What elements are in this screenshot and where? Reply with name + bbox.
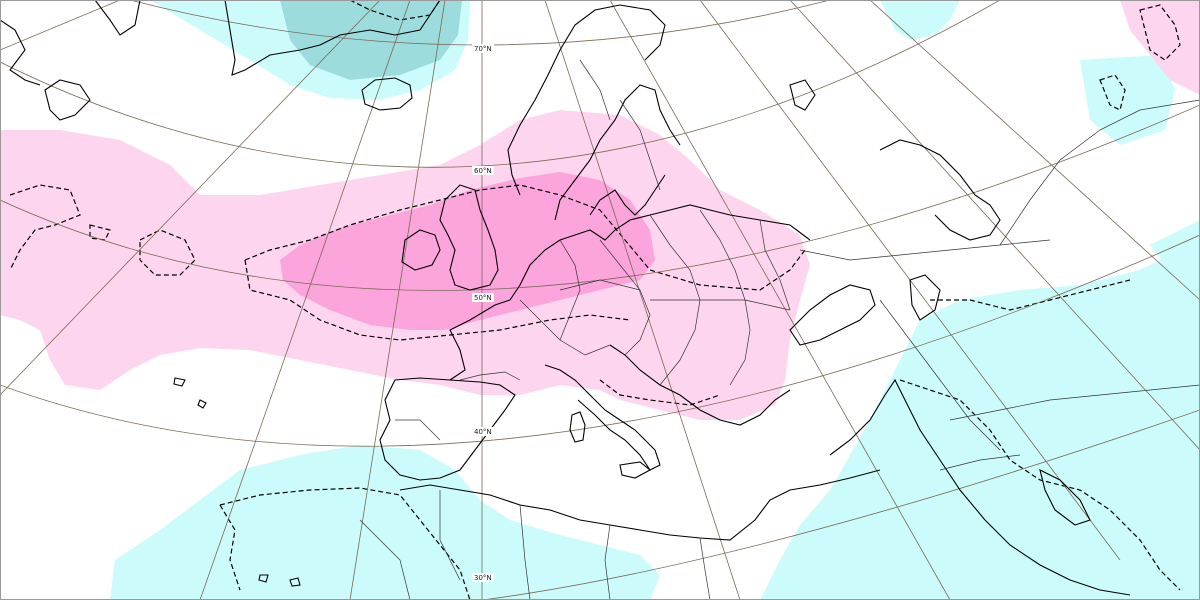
meridian <box>199 0 411 600</box>
coast-france-west <box>449 299 511 381</box>
coast-italy <box>544 364 661 471</box>
border <box>559 279 641 291</box>
latitude-line-30 <box>200 409 1200 600</box>
border <box>439 490 461 581</box>
coast-white-sea <box>789 79 816 111</box>
contour-line <box>899 379 1181 591</box>
contour-line <box>1139 4 1181 61</box>
coast-persian-gulf <box>1039 468 1091 526</box>
border <box>579 59 611 121</box>
latitude-line-60 <box>0 0 1001 168</box>
latitude-line-50 <box>0 104 1200 291</box>
meridian <box>609 0 951 600</box>
positive-anomaly-shading <box>0 0 1200 420</box>
border <box>879 299 1001 451</box>
border <box>359 519 411 600</box>
coast-caspian <box>909 274 941 321</box>
latitude-label-60: 60°N <box>474 167 492 175</box>
meridian <box>789 0 1200 451</box>
coast-greenland <box>224 0 441 76</box>
coast-sardinia <box>569 411 586 443</box>
anomaly-area-urals <box>1080 55 1175 145</box>
contour-line <box>930 279 1131 311</box>
anomaly-area-east-tail <box>1150 220 1200 270</box>
coast-ireland <box>401 229 441 271</box>
contour-line <box>219 504 241 591</box>
coast-norway <box>507 4 666 196</box>
coast-baltic <box>589 174 666 216</box>
anomaly-area-middle-east <box>760 235 1200 600</box>
contour-line <box>1099 74 1126 111</box>
coast-balkans <box>609 344 791 426</box>
border <box>699 537 711 600</box>
coast-sweden-finland <box>554 84 681 221</box>
border <box>759 219 791 311</box>
latitude-label-70: 70°N <box>474 45 492 53</box>
anomaly-area-northeast-pink <box>1120 0 1200 95</box>
contour-line <box>139 229 196 276</box>
meridian <box>869 0 1200 301</box>
anomaly-area-north-africa <box>110 445 660 600</box>
latitude-line-40 <box>0 234 1200 447</box>
coast-europe-mainland <box>509 204 811 301</box>
border <box>604 524 611 600</box>
contour-line <box>9 184 81 271</box>
coast-black-sea <box>789 284 876 346</box>
coast-iceland <box>361 77 413 111</box>
latitude-labels: 70°N 60°N 50°N 40°N 30°N <box>472 44 494 582</box>
border <box>799 239 1051 261</box>
contour-line <box>244 184 806 291</box>
border <box>599 239 651 356</box>
coast-arctic-russia <box>879 139 1001 241</box>
border <box>459 371 521 381</box>
border <box>559 239 581 341</box>
country-borders <box>359 59 1200 600</box>
coast-ellesmere <box>94 0 141 36</box>
coastlines <box>0 0 1131 596</box>
contour-line <box>599 379 721 406</box>
border <box>519 504 531 600</box>
contour-line <box>219 487 471 600</box>
coast-great-britain <box>439 184 499 291</box>
coast-sicily <box>619 461 651 479</box>
meridian <box>0 0 121 51</box>
contour-line <box>89 224 111 241</box>
coast-iberia <box>379 377 516 481</box>
contour-line <box>244 259 631 341</box>
coast-levant <box>829 378 1131 596</box>
coast-baffin <box>44 79 91 121</box>
meridian <box>0 0 381 396</box>
latitude-label-40: 40°N <box>474 428 492 436</box>
border <box>650 299 791 311</box>
coast-islands <box>173 377 301 587</box>
border <box>619 99 661 191</box>
border <box>999 99 1200 246</box>
anomaly-area-northeast <box>880 0 960 40</box>
coast-north-africa <box>399 469 881 541</box>
negative-anomaly-shading <box>110 0 1200 600</box>
coast-greenland-west <box>0 19 41 86</box>
anomaly-area-greenland-core <box>280 0 462 80</box>
border <box>395 419 441 441</box>
border <box>939 454 1021 471</box>
meridian <box>349 0 446 600</box>
border <box>949 384 1200 421</box>
meridian <box>544 0 741 600</box>
anomaly-area-north-sea-core <box>280 172 655 330</box>
latitude-label-50: 50°N <box>474 294 492 302</box>
latitude-label-30: 30°N <box>474 574 492 582</box>
